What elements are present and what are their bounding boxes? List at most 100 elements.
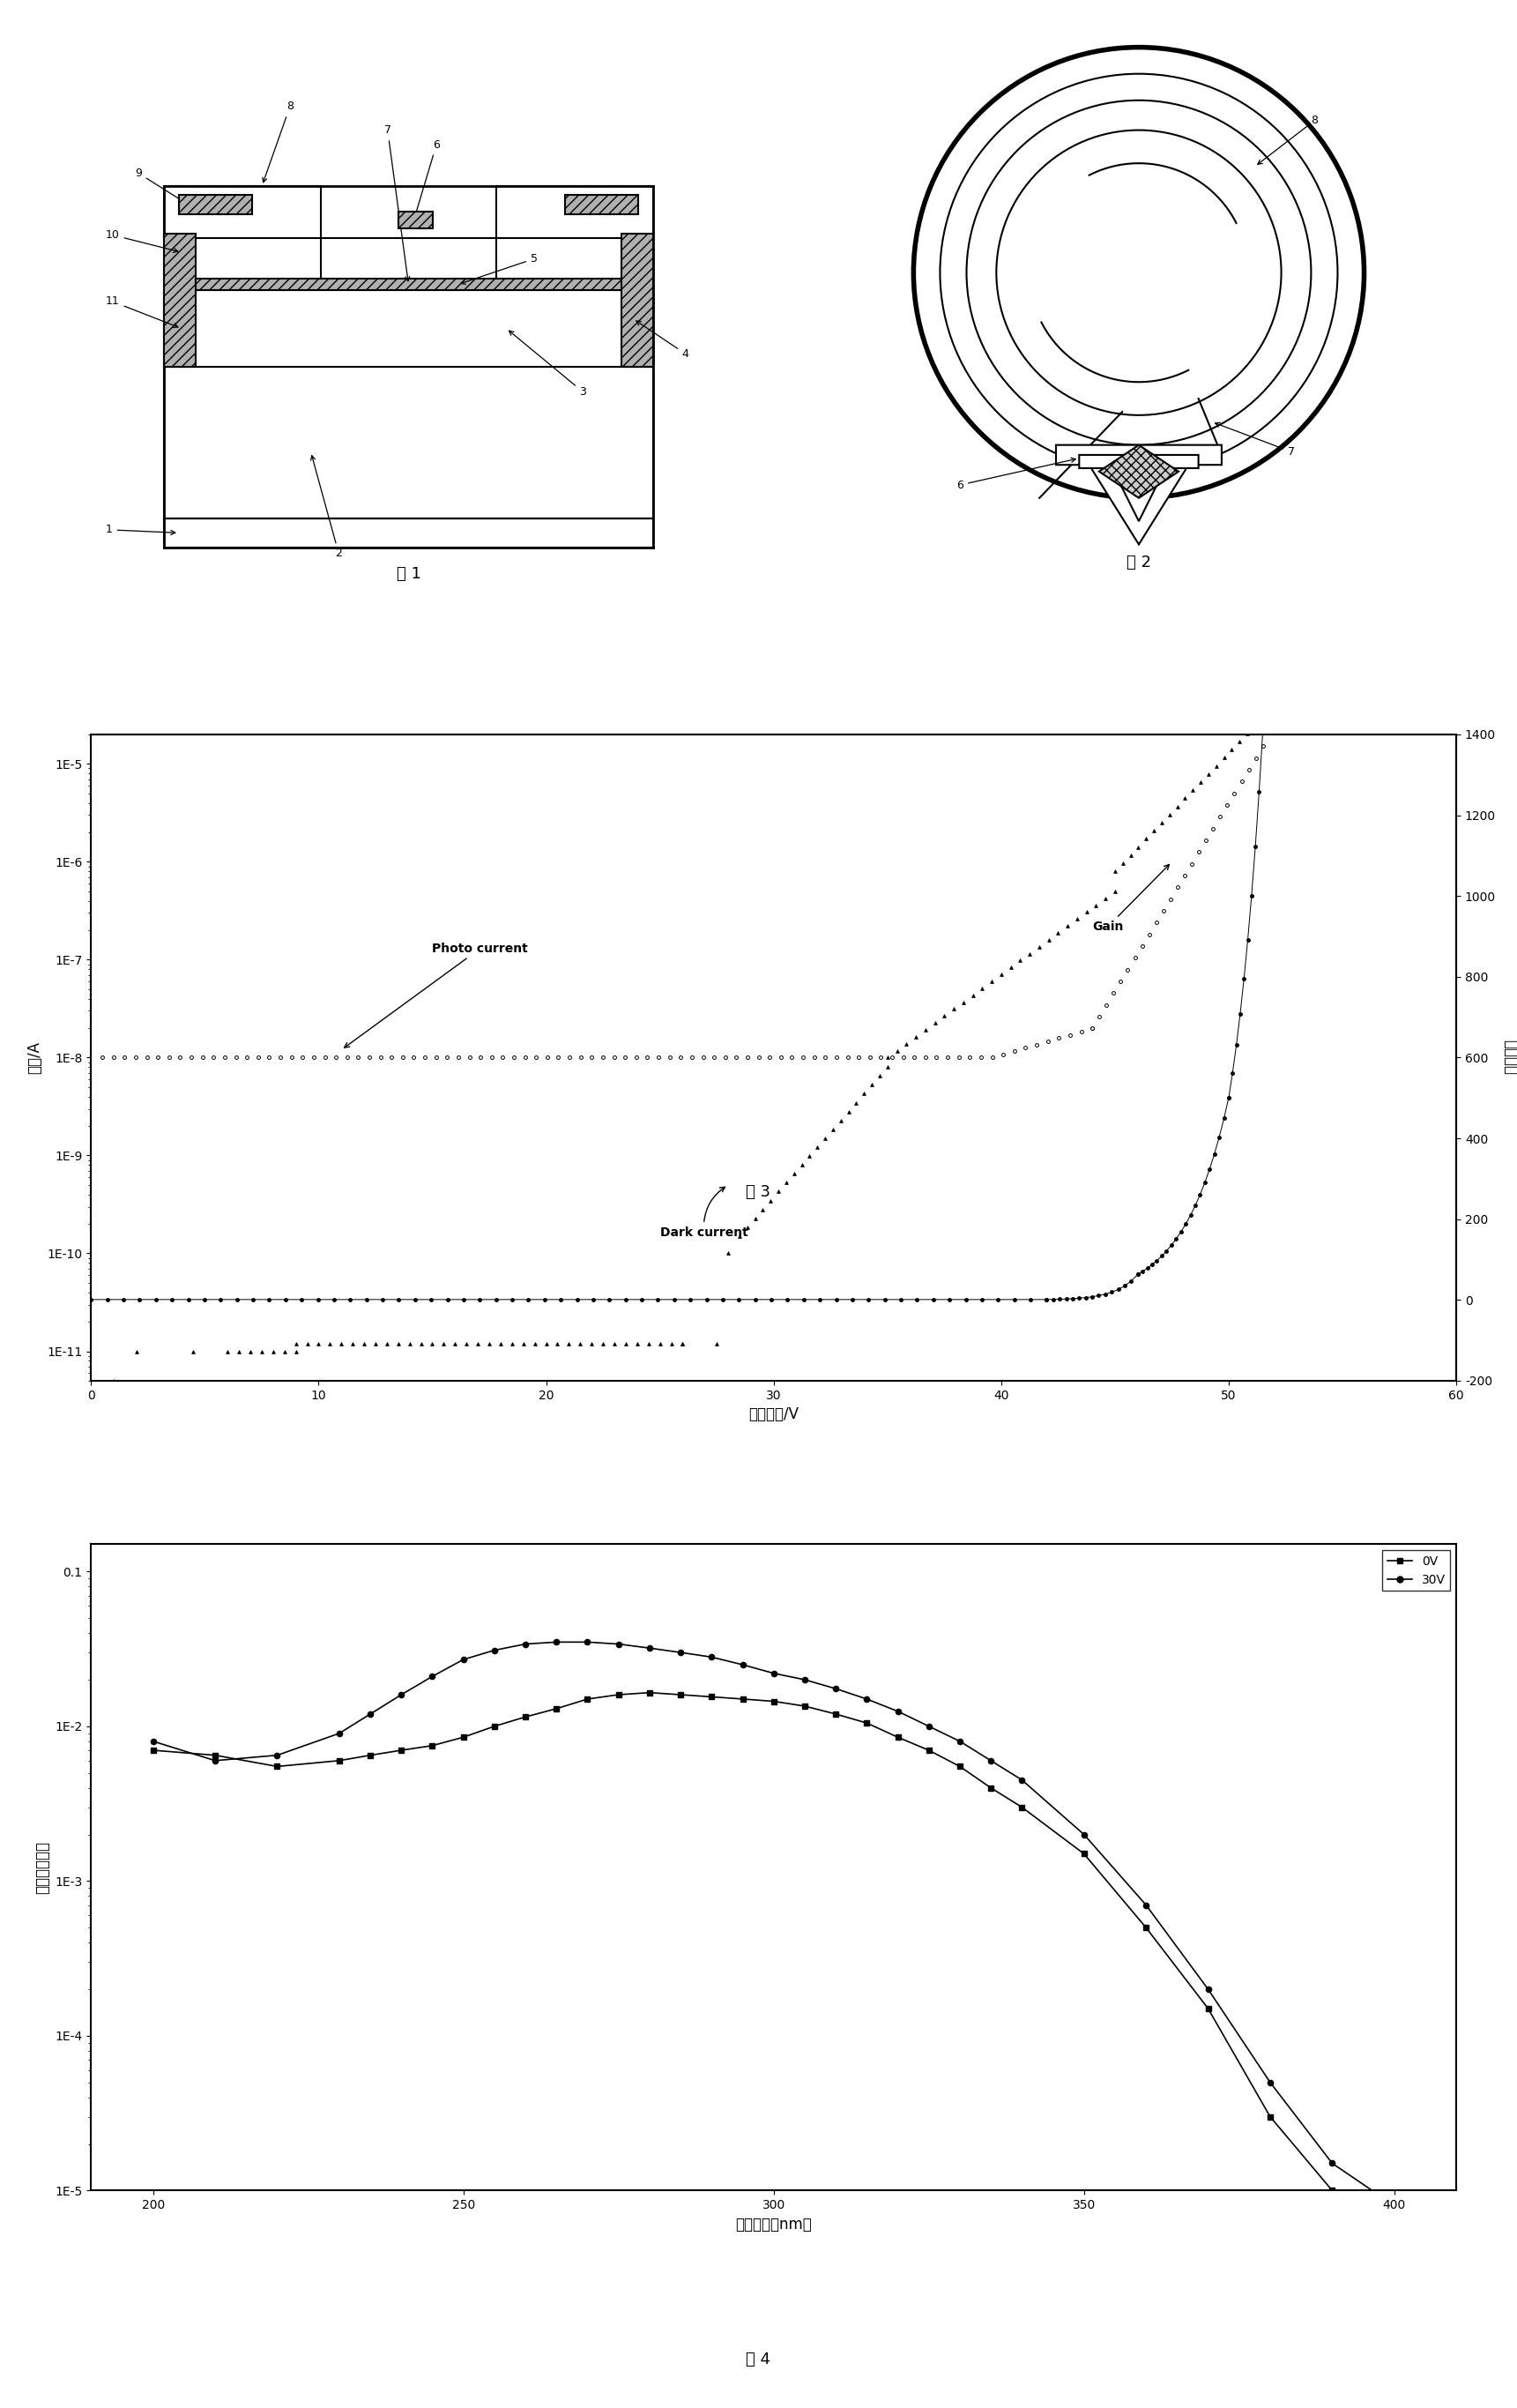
Line: 0V: 0V (150, 1690, 1397, 2239)
Polygon shape (1079, 455, 1198, 520)
Bar (164, 518, 652, 547)
Polygon shape (1056, 445, 1221, 544)
0V (919, 1736, 938, 1765)
Text: 6: 6 (957, 458, 1076, 491)
0V (672, 1681, 690, 1710)
0V (1136, 1914, 1154, 1943)
0V (1013, 1792, 1032, 1820)
0V (827, 1700, 845, 1729)
30V (1076, 1820, 1094, 1849)
Bar (164, 366, 652, 518)
Text: Gain: Gain (1092, 864, 1170, 932)
0V (1198, 1994, 1217, 2023)
30V (578, 1628, 596, 1657)
30V (423, 1662, 441, 1690)
30V (206, 1746, 225, 1775)
30V (919, 1712, 938, 1741)
Text: 10: 10 (106, 229, 177, 253)
0V (889, 1722, 907, 1751)
Text: 11: 11 (106, 296, 177, 327)
30V (1013, 1765, 1032, 1794)
30V (702, 1642, 721, 1671)
0V (206, 1741, 225, 1770)
Y-axis label: 电流/A: 电流/A (26, 1040, 42, 1074)
Bar (564, 195, 639, 214)
30V (610, 1630, 628, 1659)
30V (857, 1686, 875, 1714)
0V (331, 1746, 349, 1775)
30V (269, 1741, 287, 1770)
0V (640, 1678, 658, 1707)
30V (1323, 2148, 1341, 2177)
30V (889, 1698, 907, 1727)
30V (393, 1681, 411, 1710)
Bar (164, 234, 196, 366)
30V (485, 1635, 504, 1664)
Text: 4: 4 (636, 320, 689, 359)
Bar (496, 185, 652, 238)
Text: Photo current: Photo current (344, 942, 528, 1047)
Text: Dark current: Dark current (660, 1187, 748, 1238)
0V (485, 1712, 504, 1741)
30V (640, 1633, 658, 1662)
30V (331, 1719, 349, 1748)
30V (454, 1645, 472, 1674)
0V (548, 1695, 566, 1724)
Text: 8: 8 (1258, 116, 1318, 164)
0V (269, 1753, 287, 1782)
0V (1261, 2102, 1279, 2131)
Y-axis label: 相对光谱响应: 相对光谱响应 (35, 1842, 50, 1893)
0V (951, 1753, 969, 1782)
0V (1385, 2223, 1403, 2251)
X-axis label: 入射波长（nm）: 入射波长（nm） (736, 2215, 812, 2232)
30V (734, 1649, 752, 1678)
0V (1076, 1840, 1094, 1869)
0V (702, 1683, 721, 1712)
30V (144, 1727, 162, 1755)
0V (578, 1686, 596, 1714)
30V (795, 1666, 813, 1695)
Bar (179, 195, 252, 214)
30V (951, 1727, 969, 1755)
30V (827, 1674, 845, 1702)
30V (1136, 1890, 1154, 1919)
Text: 7: 7 (1215, 421, 1296, 458)
Bar (399, 212, 432, 229)
Text: 1: 1 (106, 525, 176, 535)
Text: 7: 7 (384, 125, 410, 282)
0V (393, 1736, 411, 1765)
Text: 3: 3 (510, 330, 587, 397)
Y-axis label: 增益因子: 增益因子 (1502, 1040, 1517, 1076)
Legend: 0V, 30V: 0V, 30V (1382, 1551, 1450, 1592)
Bar (164, 291, 652, 366)
Text: 图 2: 图 2 (1127, 554, 1151, 571)
Text: 图 4: 图 4 (746, 2353, 771, 2367)
0V (423, 1731, 441, 1760)
Line: 30V: 30V (150, 1640, 1397, 2208)
0V (981, 1772, 1000, 1801)
Text: 图 3: 图 3 (746, 1185, 771, 1199)
0V (795, 1693, 813, 1722)
0V (610, 1681, 628, 1710)
Text: 8: 8 (262, 101, 293, 183)
30V (1198, 1975, 1217, 2003)
30V (981, 1746, 1000, 1775)
30V (548, 1628, 566, 1657)
0V (454, 1722, 472, 1751)
0V (857, 1710, 875, 1739)
0V (144, 1736, 162, 1765)
0V (765, 1688, 783, 1717)
0V (734, 1686, 752, 1714)
0V (361, 1741, 379, 1770)
30V (765, 1659, 783, 1688)
Text: 6: 6 (414, 140, 440, 217)
30V (672, 1637, 690, 1666)
30V (1261, 2068, 1279, 2097)
Bar (164, 185, 320, 238)
0V (516, 1702, 534, 1731)
30V (1385, 2191, 1403, 2220)
X-axis label: 反向电压/V: 反向电压/V (748, 1406, 799, 1423)
Bar (196, 279, 620, 291)
30V (516, 1630, 534, 1659)
0V (1323, 2177, 1341, 2206)
